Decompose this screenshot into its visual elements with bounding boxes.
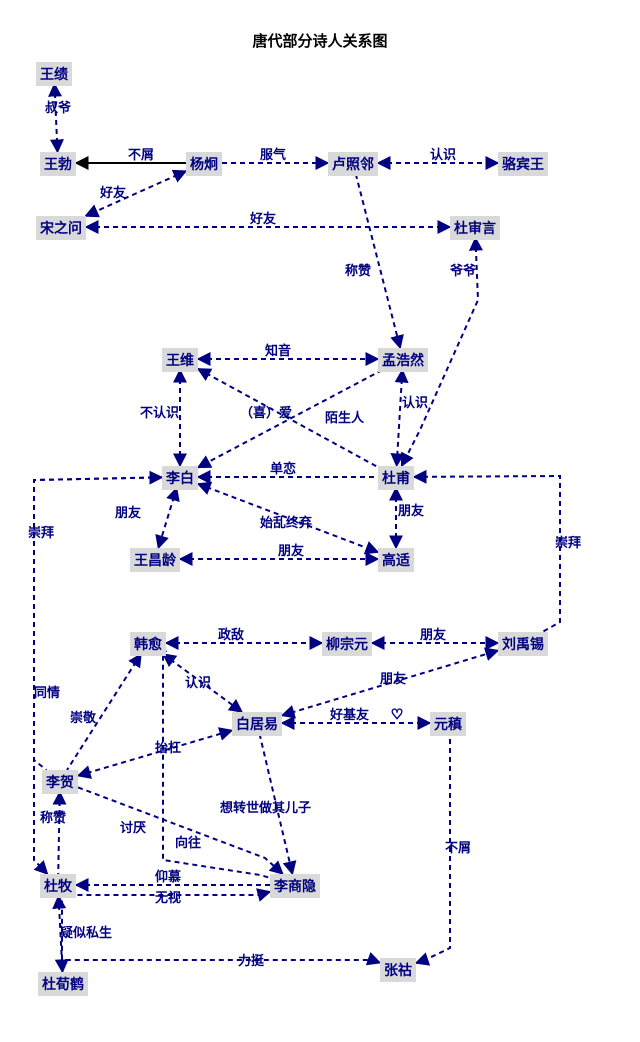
edge-label-yangjiong-luzhaolin: 服气 (260, 144, 286, 163)
node-dufu: 杜甫 (378, 466, 414, 490)
edge-label-hanyu-lihe: 崇敬 (70, 707, 96, 726)
node-zhanghu: 张祜 (380, 958, 416, 982)
edge-label-wangchangling-gaoshi: 朋友 (278, 540, 304, 559)
node-menghaoran: 孟浩然 (378, 348, 428, 372)
heart-icon: ♡ (391, 706, 404, 722)
edge-label-libai-lihe: 崇拜 (28, 522, 54, 541)
node-wangwei: 王维 (162, 348, 198, 372)
edge-label-dufu-liuyuxi: 崇拜 (555, 532, 581, 551)
edge-label-libai-wangchangling: 朋友 (115, 502, 141, 521)
node-wangbo: 王勃 (40, 152, 76, 176)
edge-label-songzhiwen-dushenyan: 好友 (250, 208, 276, 227)
edge-label-hanyu-liuzongyuan: 政敌 (218, 624, 244, 643)
edge-label-luzhaolin-menghaoran: 称赞 (345, 260, 371, 279)
edge-label-libai-gaoshi: 始乱终弃 (260, 512, 312, 531)
edge-label-menghaoran-dufu: 认识 (402, 392, 428, 411)
node-wangji: 王绩 (36, 62, 72, 86)
edge-label-wangwei-menghaoran: 知音 (265, 340, 291, 359)
diagram-title: 唐代部分诗人关系图 (0, 30, 640, 51)
edge-label-baijuyi-liuyuxi: 朋友 (380, 668, 406, 687)
edge-label-hanyu-lishangyin: 向往 (175, 832, 201, 851)
edge-label-libai-dumu: 同情 (34, 682, 60, 701)
edge-dufu-liuyuxi (414, 476, 560, 632)
node-luobinwang: 骆宾王 (498, 152, 548, 176)
node-libai: 李白 (162, 466, 198, 490)
edge-menghaoran-dufu (397, 370, 403, 466)
edge-label-wangwei-libai: 不认识 (140, 402, 179, 421)
edge-label-lihe-dumu: 称赞 (40, 807, 66, 826)
node-baijuyi: 白居易 (232, 712, 282, 736)
node-yangjiong: 杨炯 (186, 152, 222, 176)
edge-label-lihe-lishangyin: 讨厌 (120, 817, 146, 836)
edge-label-luzhaolin-luobinwang: 认识 (430, 144, 456, 163)
edge-label-dumu-duxunhe: 疑似私生 (60, 922, 112, 941)
edge-label-baijuyi-lishangyin: 想转世做其儿子 (220, 797, 311, 816)
node-yuanzhen: 元稹 (430, 712, 466, 736)
node-hanyu: 韩愈 (130, 632, 166, 656)
edge-label-hanyu-baijuyi: 认识 (185, 672, 211, 691)
node-lishangyin: 李商隐 (270, 874, 320, 898)
edge-label-yangjiong-songzhiwen: 好友 (100, 182, 126, 201)
edge-wangji-wangbo (54, 84, 57, 152)
edge-label-liuzongyuan-liuyuxi: 朋友 (420, 624, 446, 643)
edge-label-wangbo-yangjiong: 不屑 (128, 144, 154, 163)
edge-label-dumu-lishangyin: 无视 (155, 887, 181, 906)
node-songzhiwen: 宋之问 (36, 216, 86, 240)
edge-label-lihe-baijuyi: 抬杠 (155, 737, 181, 756)
node-liuzongyuan: 柳宗元 (322, 632, 372, 656)
edge-label-dufu-gaoshi: 朋友 (398, 500, 424, 519)
edge-label-dushenyan-dufu: 爷爷 (450, 260, 476, 279)
edge-label-yuanzhen-zhanghu: 不屑 (445, 837, 471, 856)
edge-label-wangwei-dufu: （喜）爱 (240, 402, 292, 421)
edge-label-wangji-wangbo: 叔爷 (45, 97, 71, 116)
node-gaoshi: 高适 (378, 548, 414, 572)
node-dushenyan: 杜审言 (450, 216, 500, 240)
node-dumu: 杜牧 (40, 874, 76, 898)
node-duxunhe: 杜荀鹤 (38, 972, 88, 996)
edge-libai-wangchangling (158, 488, 176, 548)
node-luzhaolin: 卢照邻 (328, 152, 378, 176)
edge-label-dumu-zhanghu: 力挺 (238, 950, 264, 969)
edge-label-menghaoran-libai: 陌生人 (325, 407, 364, 426)
node-liuyuxi: 刘禹锡 (498, 632, 548, 656)
edge-label-dumu-lishangyin: 仰慕 (155, 866, 181, 885)
node-wangchangling: 王昌龄 (130, 548, 180, 572)
edge-lihe-dumu (58, 792, 60, 874)
edge-label-baijuyi-yuanzhen: 好基友 (330, 704, 369, 723)
node-lihe: 李贺 (42, 770, 78, 794)
edge-label-libai-dufu: 单恋 (270, 458, 296, 477)
